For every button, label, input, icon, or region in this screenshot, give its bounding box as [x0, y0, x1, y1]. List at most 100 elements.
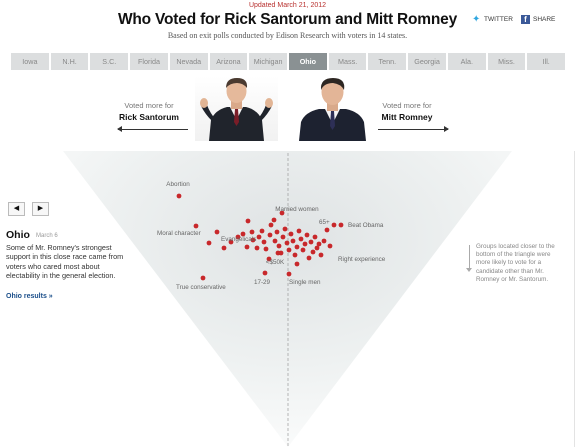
data-point[interactable] — [249, 229, 255, 235]
data-point[interactable] — [314, 245, 320, 251]
facebook-share-button[interactable]: f SHARE — [521, 15, 555, 24]
state-results-link[interactable]: Ohio results » — [6, 293, 53, 300]
state-description: Some of Mr. Romney's strongest support i… — [6, 243, 124, 281]
tab-nh[interactable]: N.H. — [50, 53, 89, 70]
data-point[interactable] — [338, 222, 344, 228]
voter-group-plot: Abortion Married women 65+ Beat Obama Moral … — [0, 145, 575, 447]
data-point[interactable] — [261, 239, 267, 245]
data-point[interactable] — [294, 261, 300, 267]
data-point[interactable] — [312, 234, 318, 240]
data-point[interactable] — [206, 240, 212, 246]
data-point[interactable] — [214, 229, 220, 235]
data-point[interactable] — [235, 234, 241, 240]
romney-name: Mitt Romney — [381, 112, 433, 122]
data-point[interactable] — [244, 244, 250, 250]
tab-iowa[interactable]: Iowa — [11, 53, 49, 70]
data-point[interactable] — [259, 228, 265, 234]
data-point[interactable] — [245, 218, 251, 224]
tab-ill[interactable]: Ill. — [527, 53, 566, 70]
tab-miss[interactable]: Miss. — [487, 53, 526, 70]
data-point[interactable] — [288, 231, 294, 237]
data-point[interactable] — [284, 240, 290, 246]
romney-label-prefix: Voted more for — [382, 101, 432, 110]
data-point[interactable] — [176, 193, 182, 199]
data-point[interactable] — [310, 249, 316, 255]
triangle-note: Groups located closer to the bottom of t… — [476, 243, 555, 283]
state-date: March 6 — [36, 233, 58, 239]
santorum-label-prefix: Voted more for — [124, 101, 174, 110]
group-label: 65+ — [319, 219, 330, 226]
data-point[interactable] — [266, 256, 272, 262]
data-point[interactable] — [292, 252, 298, 258]
tab-ala[interactable]: Ala. — [447, 53, 486, 70]
data-point[interactable] — [256, 234, 262, 240]
data-point[interactable] — [240, 231, 246, 237]
tab-nevada[interactable]: Nevada — [169, 53, 208, 70]
data-point[interactable] — [221, 245, 227, 251]
facebook-label: SHARE — [533, 16, 556, 23]
data-point[interactable] — [250, 237, 256, 243]
tab-sc[interactable]: S.C. — [90, 53, 129, 70]
data-point[interactable] — [290, 238, 296, 244]
data-point[interactable] — [294, 244, 300, 250]
data-point[interactable] — [263, 246, 269, 252]
page-title: Who Voted for Rick Santorum and Mitt Rom… — [117, 11, 457, 28]
data-point[interactable] — [304, 232, 310, 238]
data-point[interactable] — [262, 270, 268, 276]
data-point[interactable] — [267, 232, 273, 238]
data-point[interactable] — [286, 271, 292, 277]
updated-date: Updated March 21, 2012 — [248, 2, 327, 9]
tab-florida[interactable]: Florida — [130, 53, 168, 70]
tab-georgia[interactable]: Georgia — [408, 53, 446, 70]
group-label: 17-29 — [254, 279, 271, 286]
tab-mass[interactable]: Mass. — [328, 53, 367, 70]
data-point[interactable] — [306, 255, 312, 261]
data-point[interactable] — [200, 275, 206, 281]
group-label: Married women — [275, 206, 319, 213]
data-point[interactable] — [331, 222, 337, 228]
twitter-label: TWITTER — [484, 16, 513, 23]
data-point[interactable] — [268, 222, 274, 228]
data-point[interactable] — [274, 229, 280, 235]
data-point[interactable] — [296, 228, 302, 234]
data-point[interactable] — [318, 252, 324, 258]
tab-tenn[interactable]: Tenn. — [368, 53, 407, 70]
santorum-label: Voted more for Rick Santorum — [110, 101, 188, 122]
group-label: Evangelicals — [221, 236, 256, 243]
santorum-photo — [195, 76, 278, 141]
data-point[interactable] — [276, 243, 282, 249]
group-label: Single men — [289, 279, 321, 286]
tab-michigan[interactable]: Michigan — [249, 53, 288, 70]
group-label: True conservative — [176, 284, 226, 291]
twitter-icon: ✦ — [472, 14, 481, 25]
down-arrow-icon — [466, 245, 472, 272]
data-point[interactable] — [316, 241, 322, 247]
data-point[interactable] — [298, 236, 304, 242]
data-point[interactable] — [271, 217, 277, 223]
left-arrow-icon — [117, 126, 188, 132]
data-point[interactable] — [275, 250, 281, 256]
data-point[interactable] — [300, 247, 306, 253]
tab-arizona[interactable]: Arizona — [209, 53, 248, 70]
group-label: <$50K — [266, 259, 285, 266]
twitter-share-button[interactable]: ✦ TWITTER — [472, 14, 513, 25]
data-point[interactable] — [321, 238, 327, 244]
data-point[interactable] — [193, 223, 199, 229]
data-point[interactable] — [228, 239, 234, 245]
data-point[interactable] — [302, 241, 308, 247]
data-point[interactable] — [279, 210, 285, 216]
santorum-name: Rick Santorum — [119, 112, 179, 122]
data-point[interactable] — [286, 247, 292, 253]
data-point[interactable] — [280, 234, 286, 240]
group-label: Beat Obama — [348, 222, 384, 229]
data-point[interactable] — [272, 238, 278, 244]
data-point[interactable] — [324, 227, 330, 233]
data-point[interactable] — [308, 239, 314, 245]
next-state-button[interactable]: ▶ — [32, 202, 49, 216]
data-point[interactable] — [282, 226, 288, 232]
triangle-area — [63, 151, 512, 447]
tab-ohio[interactable]: Ohio — [289, 53, 327, 70]
prev-state-button[interactable]: ◀ — [8, 202, 25, 216]
data-point[interactable] — [254, 245, 260, 251]
data-point[interactable] — [327, 243, 333, 249]
